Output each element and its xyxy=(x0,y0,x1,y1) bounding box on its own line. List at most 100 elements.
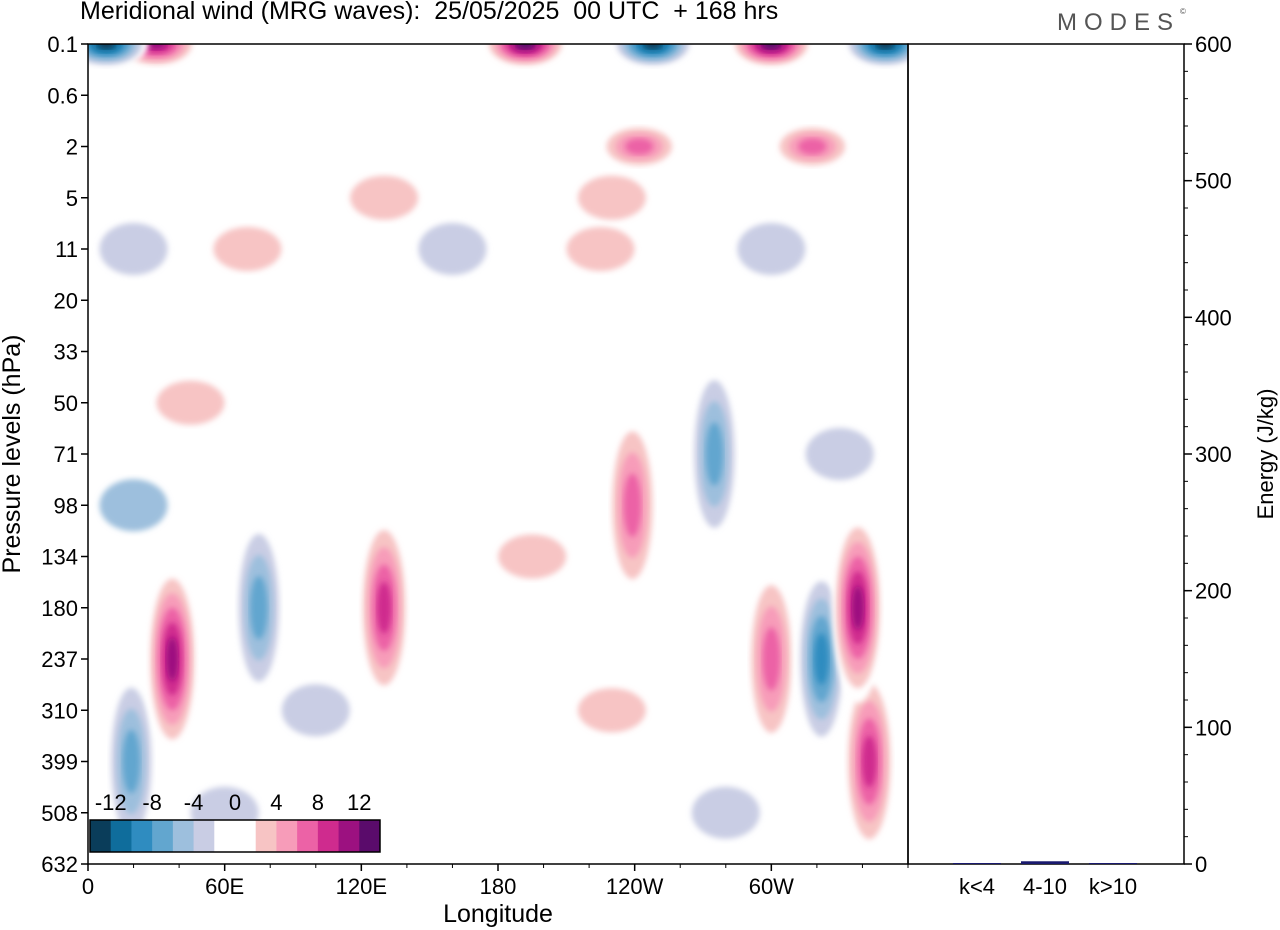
contour-level xyxy=(516,44,534,49)
x-axis-label: Longitude xyxy=(443,900,553,928)
contour-level xyxy=(851,585,864,630)
logo-text: MODES xyxy=(1057,9,1181,36)
energy-tick-label: 600 xyxy=(1195,32,1232,57)
y-tick-label: 310 xyxy=(41,698,78,723)
contour-blobs xyxy=(88,44,908,857)
contour-level xyxy=(377,581,392,634)
x-tick-label: 180 xyxy=(480,874,517,899)
y-tick-label: 50 xyxy=(54,391,78,416)
contour-level xyxy=(146,44,167,50)
contour-level xyxy=(577,175,646,220)
x-tick-label: 60W xyxy=(749,874,794,899)
colorbar: -12 -8 -4 0 4 8 12 xyxy=(89,790,381,853)
y-tick-label: 0.1 xyxy=(47,32,78,57)
x-tick-label: 60E xyxy=(205,874,244,899)
y-tick-label: 180 xyxy=(41,596,78,621)
energy-tick-label: 500 xyxy=(1195,169,1232,194)
contour-level xyxy=(876,44,894,49)
colorbar-swatch xyxy=(338,820,360,852)
contour-level xyxy=(350,175,419,220)
energy-panel-frame xyxy=(907,43,1185,865)
y-tick-label: 0.6 xyxy=(47,83,78,108)
energy-tick-label: 0 xyxy=(1195,852,1207,877)
y-tick-label: 237 xyxy=(41,647,78,672)
longitude-axis: 0 60E 120E 180 120W 60W xyxy=(82,864,909,899)
colorbar-swatch xyxy=(317,820,340,852)
contour-level xyxy=(498,534,567,579)
y-tick-label: 11 xyxy=(55,237,78,262)
colorbar-swatch xyxy=(276,820,298,852)
wavenumber-label: 4-10 xyxy=(1023,874,1067,899)
energy-bar xyxy=(1089,863,1137,864)
energy-tick-label: 100 xyxy=(1195,715,1232,740)
colorbar-label: 8 xyxy=(312,790,324,815)
contour-level xyxy=(122,729,140,794)
y-tick-label: 20 xyxy=(54,288,78,313)
contour-level xyxy=(762,627,781,691)
contour-level xyxy=(99,479,168,532)
energy-tick-label: 200 xyxy=(1195,579,1232,604)
y-tick-label: 71 xyxy=(54,442,78,467)
contour-level xyxy=(166,637,179,681)
y-tick-label: 33 xyxy=(54,340,78,365)
contour-level xyxy=(737,223,806,275)
x-tick-label: 120W xyxy=(606,874,664,899)
colorbar-swatch xyxy=(172,820,195,852)
x-tick-label: 0 xyxy=(82,874,94,899)
colorbar-swatch xyxy=(90,820,112,852)
colorbar-swatch xyxy=(193,820,215,852)
contour-level xyxy=(762,44,780,49)
colorbar-swatch xyxy=(359,820,381,852)
colorbar-label: -4 xyxy=(184,790,204,815)
contour-level xyxy=(691,786,760,839)
pressure-axis: 0.1 0.6 2 5 11 20 33 50 71 98 134 180 237 310 399 508 63… xyxy=(41,32,88,877)
contour-level xyxy=(418,223,487,275)
contour-level xyxy=(862,735,877,788)
colorbar-swatch xyxy=(297,820,319,852)
y-tick-label: 508 xyxy=(41,801,78,826)
contour-level xyxy=(625,138,654,155)
y-axis-label: Pressure levels (hPa) xyxy=(0,335,26,574)
colorbar-swatch xyxy=(110,820,132,852)
contour-level xyxy=(566,227,635,271)
colorbar-label: 4 xyxy=(270,790,282,815)
y-tick-label: 399 xyxy=(41,750,78,775)
contour-level xyxy=(99,223,168,275)
contour-level xyxy=(281,684,350,737)
x-tick-label: 120E xyxy=(336,874,387,899)
contour-level xyxy=(577,688,646,733)
colorbar-label: 12 xyxy=(347,790,371,815)
contour-level xyxy=(97,44,115,49)
wavenumber-label: k>10 xyxy=(1089,874,1137,899)
contour-level xyxy=(623,473,642,537)
colorbar-swatch xyxy=(235,820,257,852)
contour-level xyxy=(814,633,829,685)
energy-tick-label: 400 xyxy=(1195,305,1232,330)
wavenumber-axis: k<4 4-10 k>10 xyxy=(959,874,1137,899)
contour-level xyxy=(250,576,268,640)
colorbar-label: -12 xyxy=(95,790,127,815)
colorbar-label: 0 xyxy=(229,790,241,815)
energy-tick-label: 300 xyxy=(1195,442,1232,467)
contour-level xyxy=(705,422,724,486)
y-tick-label: 2 xyxy=(66,135,78,160)
wavenumber-label: k<4 xyxy=(959,874,995,899)
energy-axis: 0 100 200 300 400 500 600 xyxy=(1184,32,1232,877)
y-tick-label: 134 xyxy=(41,545,78,570)
contour-level xyxy=(805,428,874,480)
contour-level xyxy=(644,44,662,49)
logo-mark: © xyxy=(1180,7,1186,16)
colorbar-swatch xyxy=(255,820,277,852)
contour-level xyxy=(798,138,827,155)
y-tick-label: 98 xyxy=(54,493,78,518)
energy-axis-label: Energy (J/kg) xyxy=(1253,389,1278,520)
chart-title: Meridional wind (MRG waves): 25/05/2025 … xyxy=(80,0,779,25)
energy-bars xyxy=(953,861,1137,864)
contour-level xyxy=(213,227,282,271)
colorbar-swatch xyxy=(214,820,236,852)
energy-bar xyxy=(1021,861,1069,864)
colorbar-label: -8 xyxy=(142,790,162,815)
y-tick-label: 632 xyxy=(41,852,78,877)
